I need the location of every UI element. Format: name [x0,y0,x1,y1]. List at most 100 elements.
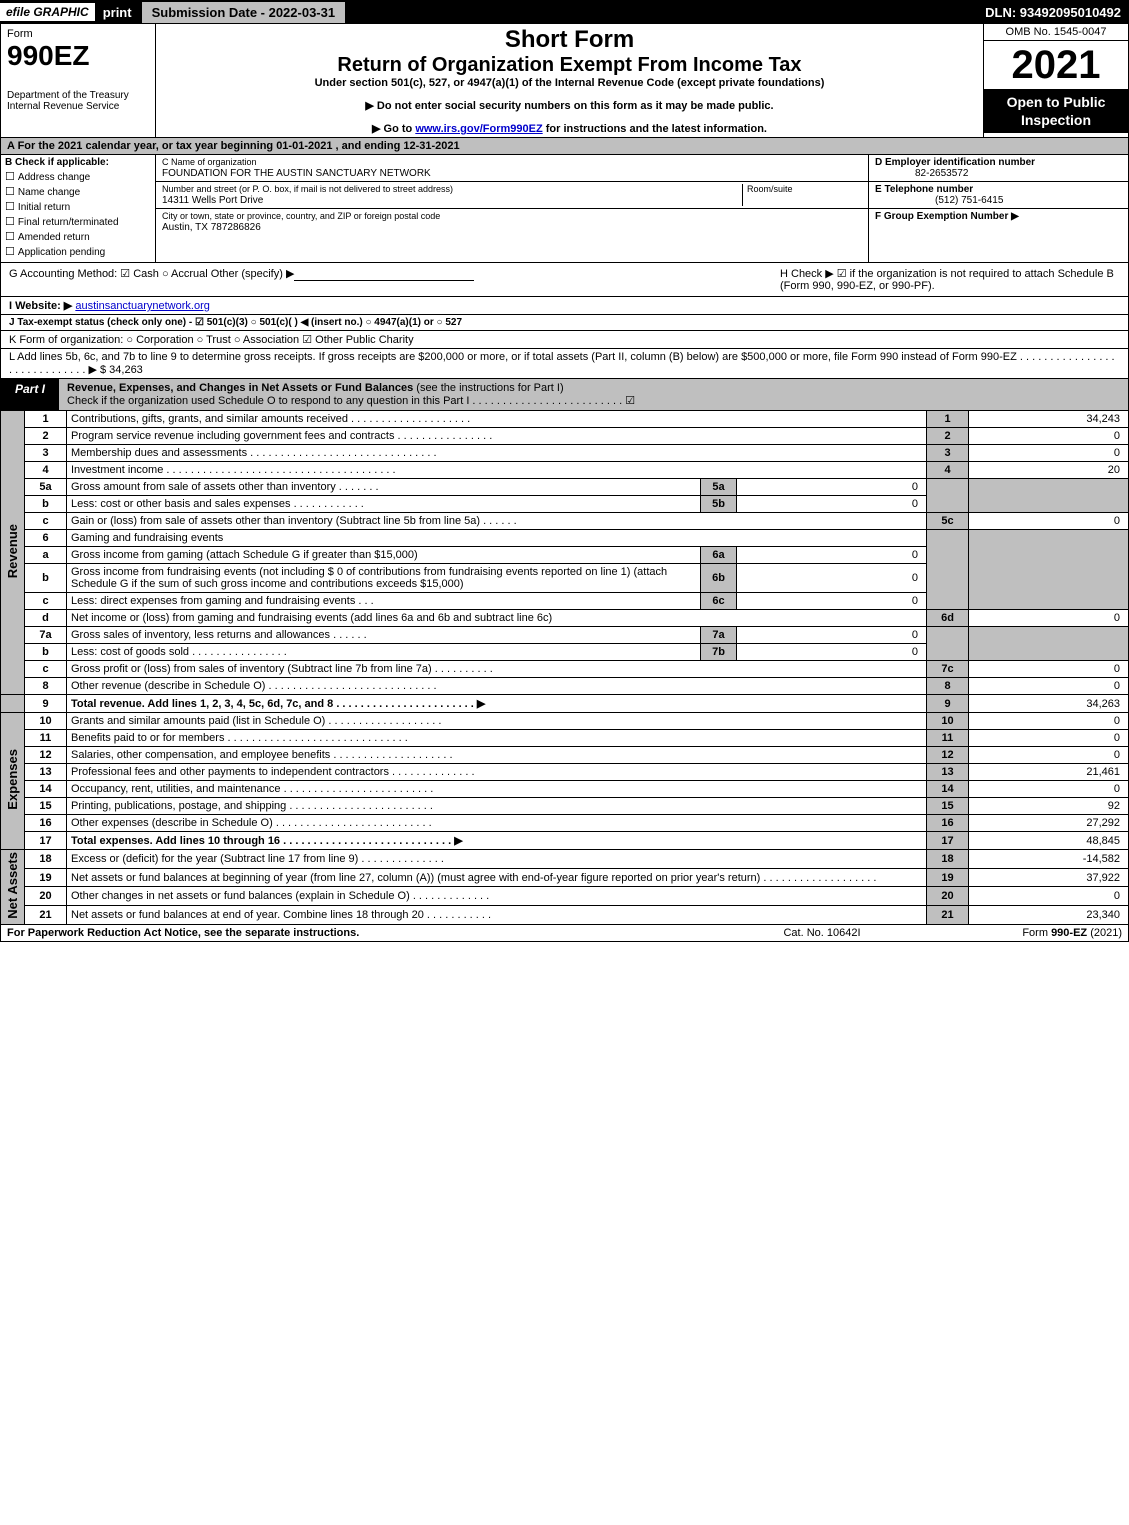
sidelabel-netassets: Net Assets [1,850,25,925]
j-text: J Tax-exempt status (check only one) - ☑… [9,317,462,328]
line17-desc: Total expenses. Add lines 10 through 16 … [67,832,927,850]
section-c-address: C Name of organization FOUNDATION FOR TH… [156,155,868,262]
line6b-desc: Gross income from fundraising events (no… [67,564,701,593]
ein-value: 82-2653572 [875,168,968,179]
line20-desc: Other changes in net assets or fund bala… [67,887,927,906]
line10-val: 0 [969,713,1129,730]
line5b-desc: Less: cost or other basis and sales expe… [67,496,701,513]
line17-ref: 17 [927,832,969,850]
line3-val: 0 [969,445,1129,462]
line6c-sub: 6c [701,593,737,610]
l-value: 34,263 [109,364,143,376]
line10-ref: 10 [927,713,969,730]
line18-num: 18 [25,850,67,869]
line3-desc: Membership dues and assessments . . . . … [67,445,927,462]
line13-val: 21,461 [969,764,1129,781]
line14-val: 0 [969,781,1129,798]
line8-val: 0 [969,678,1129,695]
row-i-website: I Website: ▶ austinsanctuarynetwork.org [0,297,1129,315]
chk-amended-return[interactable]: Amended return [5,230,151,243]
line17-num: 17 [25,832,67,850]
website-link[interactable]: austinsanctuarynetwork.org [75,300,210,312]
line12-ref: 12 [927,747,969,764]
line7a-desc: Gross sales of inventory, less returns a… [67,627,701,644]
line1-num: 1 [25,411,67,428]
header-left: Form 990EZ Department of the Treasury In… [1,24,156,137]
line19-val: 37,922 [969,868,1129,887]
line6a-num: a [25,547,67,564]
line5a-subval: 0 [737,479,927,496]
f-label: F Group Exemption Number ▶ [875,211,1019,222]
line1-desc: Contributions, gifts, grants, and simila… [67,411,927,428]
line6b-subval: 0 [737,564,927,593]
subtitle: Under section 501(c), 527, or 4947(a)(1)… [162,77,977,89]
line2-desc: Program service revenue including govern… [67,428,927,445]
part1-header: Part I Revenue, Expenses, and Changes in… [0,379,1129,411]
line15-ref: 15 [927,798,969,815]
gray-7ab [927,627,969,661]
note-goto: ▶ Go to www.irs.gov/Form990EZ for instru… [162,122,977,135]
line5a-desc: Gross amount from sale of assets other t… [67,479,701,496]
dln-number: DLN: 93492095010492 [985,5,1129,20]
section-bcdef: B Check if applicable: Address change Na… [0,155,1129,263]
line2-num: 2 [25,428,67,445]
line7a-num: 7a [25,627,67,644]
tax-year: 2021 [984,41,1128,89]
line21-ref: 21 [927,906,969,925]
line5b-sub: 5b [701,496,737,513]
chk-application-pending[interactable]: Application pending [5,245,151,258]
chk-address-change[interactable]: Address change [5,170,151,183]
gray-7ab-val [969,627,1129,661]
form-number: 990EZ [7,40,149,72]
e-label: E Telephone number [875,184,973,195]
row-a-tax-year: A For the 2021 calendar year, or tax yea… [0,138,1129,155]
footer-catalog: Cat. No. 10642I [722,927,922,939]
line4-ref: 4 [927,462,969,479]
line10-num: 10 [25,713,67,730]
line6-desc: Gaming and fundraising events [67,530,927,547]
line13-ref: 13 [927,764,969,781]
line5a-sub: 5a [701,479,737,496]
line17-val: 48,845 [969,832,1129,850]
line13-num: 13 [25,764,67,781]
line12-num: 12 [25,747,67,764]
line7c-ref: 7c [927,661,969,678]
line2-val: 0 [969,428,1129,445]
footer: For Paperwork Reduction Act Notice, see … [0,925,1129,942]
form-header: Form 990EZ Department of the Treasury In… [0,24,1129,138]
part1-title-bold: Revenue, Expenses, and Changes in Net As… [67,382,413,394]
sidelabel-expenses: Expenses [1,713,25,850]
chk-name-change[interactable]: Name change [5,185,151,198]
submission-date: Submission Date - 2022-03-31 [140,2,348,23]
line11-num: 11 [25,730,67,747]
line14-num: 14 [25,781,67,798]
line9-val: 34,263 [969,695,1129,713]
gray-6abc [927,530,969,610]
c-label: C Name of organization [162,157,257,167]
line20-ref: 20 [927,887,969,906]
part1-label: Part I [1,379,59,410]
c-name-cell: C Name of organization FOUNDATION FOR TH… [156,155,868,182]
irs-link[interactable]: www.irs.gov/Form990EZ [415,123,542,135]
line1-val: 34,243 [969,411,1129,428]
line19-num: 19 [25,868,67,887]
line8-ref: 8 [927,678,969,695]
footer-right-pre: Form [1022,927,1051,939]
note-goto-post: for instructions and the latest informat… [543,123,767,135]
f-cell: F Group Exemption Number ▶ [869,209,1128,224]
chk-initial-return[interactable]: Initial return [5,200,151,213]
line8-desc: Other revenue (describe in Schedule O) .… [67,678,927,695]
part1-table: Revenue 1 Contributions, gifts, grants, … [0,411,1129,925]
line12-desc: Salaries, other compensation, and employ… [67,747,927,764]
city-value: Austin, TX 787286826 [162,222,261,233]
city-label: City or town, state or province, country… [162,211,440,221]
print-link[interactable]: print [95,5,140,20]
i-label: I Website: ▶ [9,300,72,312]
line18-ref: 18 [927,850,969,869]
line18-desc: Excess or (deficit) for the year (Subtra… [67,850,927,869]
line3-ref: 3 [927,445,969,462]
note-ssn: ▶ Do not enter social security numbers o… [162,99,977,112]
line5c-num: c [25,513,67,530]
chk-final-return[interactable]: Final return/terminated [5,215,151,228]
street-label: Number and street (or P. O. box, if mail… [162,184,453,194]
